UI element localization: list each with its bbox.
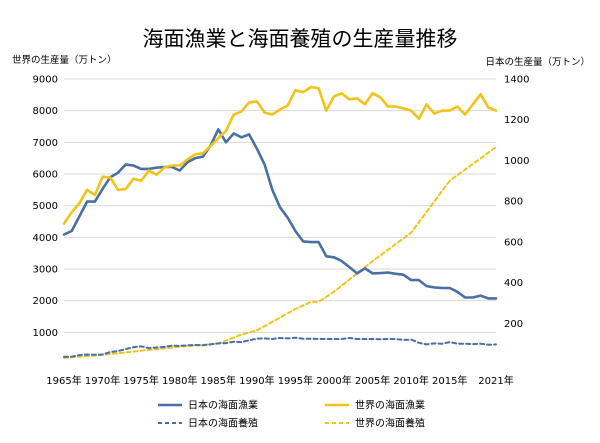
legend-item: 日本の海面漁業 xyxy=(158,399,258,412)
right-axis-title: 日本の生産量（万トン） xyxy=(485,56,590,68)
x-tick-label: 1980年 xyxy=(162,374,197,387)
x-tick-label: 1975年 xyxy=(123,374,158,387)
legend-label: 日本の海面漁業 xyxy=(188,399,258,412)
right-axis-ticks: 200 400 600 800 1000 1200 1400 xyxy=(504,75,529,330)
left-tick-label: 6000 xyxy=(33,170,58,181)
series-line-2 xyxy=(62,85,498,225)
left-tick-label: 7000 xyxy=(33,138,58,149)
x-tick-label: 1990年 xyxy=(239,374,274,387)
left-tick-label: 9000 xyxy=(33,75,58,86)
right-tick-label: 800 xyxy=(504,197,523,208)
x-tick-label: 1995年 xyxy=(278,374,313,387)
series-layer xyxy=(62,85,498,359)
right-tick-label: 1200 xyxy=(504,115,529,126)
series-line-4 xyxy=(63,146,497,359)
left-tick-label: 4000 xyxy=(33,233,58,244)
right-tick-label: 1000 xyxy=(504,156,529,167)
series-line-3 xyxy=(63,336,497,358)
right-tick-label: 200 xyxy=(504,319,523,330)
x-axis-ticks: 1965年 1970年 1975年 1980年 1985年 1990年 1995年 2000年… xyxy=(46,374,513,387)
right-tick-label: 600 xyxy=(504,237,523,248)
series-line-1 xyxy=(62,128,498,300)
chart-title: 海面漁業と海面養殖の生産量推移 xyxy=(143,27,458,51)
left-tick-label: 1000 xyxy=(33,328,58,339)
left-tick-label: 8000 xyxy=(33,106,58,117)
left-axis-ticks: 1000 2000 3000 4000 5000 6000 7000 8000 9000 xyxy=(33,75,58,339)
x-tick-label: 2010年 xyxy=(393,374,428,387)
legend-label: 世界の海面養殖 xyxy=(355,417,425,430)
left-axis-title: 世界の生産量（万トン） xyxy=(12,54,117,66)
x-tick-label: 1965年 xyxy=(46,374,81,387)
legend-item: 日本の海面養殖 xyxy=(158,417,258,430)
legend-item: 世界の海面漁業 xyxy=(325,399,425,412)
left-tick-label: 5000 xyxy=(33,201,58,212)
left-tick-label: 2000 xyxy=(33,296,58,307)
legend-label: 日本の海面養殖 xyxy=(188,417,258,430)
legend-item: 世界の海面養殖 xyxy=(325,417,425,430)
x-tick-label: 2000年 xyxy=(316,374,351,387)
legend-label: 世界の海面漁業 xyxy=(355,399,425,412)
left-tick-label: 3000 xyxy=(33,265,58,276)
x-tick-label: 1985年 xyxy=(201,374,236,387)
x-tick-label: 2015年 xyxy=(432,374,467,387)
right-tick-label: 1400 xyxy=(504,75,529,86)
x-tick-label: 2005年 xyxy=(355,374,390,387)
x-tick-label: 2021年 xyxy=(478,374,513,387)
x-tick-label: 1970年 xyxy=(85,374,120,387)
right-tick-label: 400 xyxy=(504,278,523,289)
